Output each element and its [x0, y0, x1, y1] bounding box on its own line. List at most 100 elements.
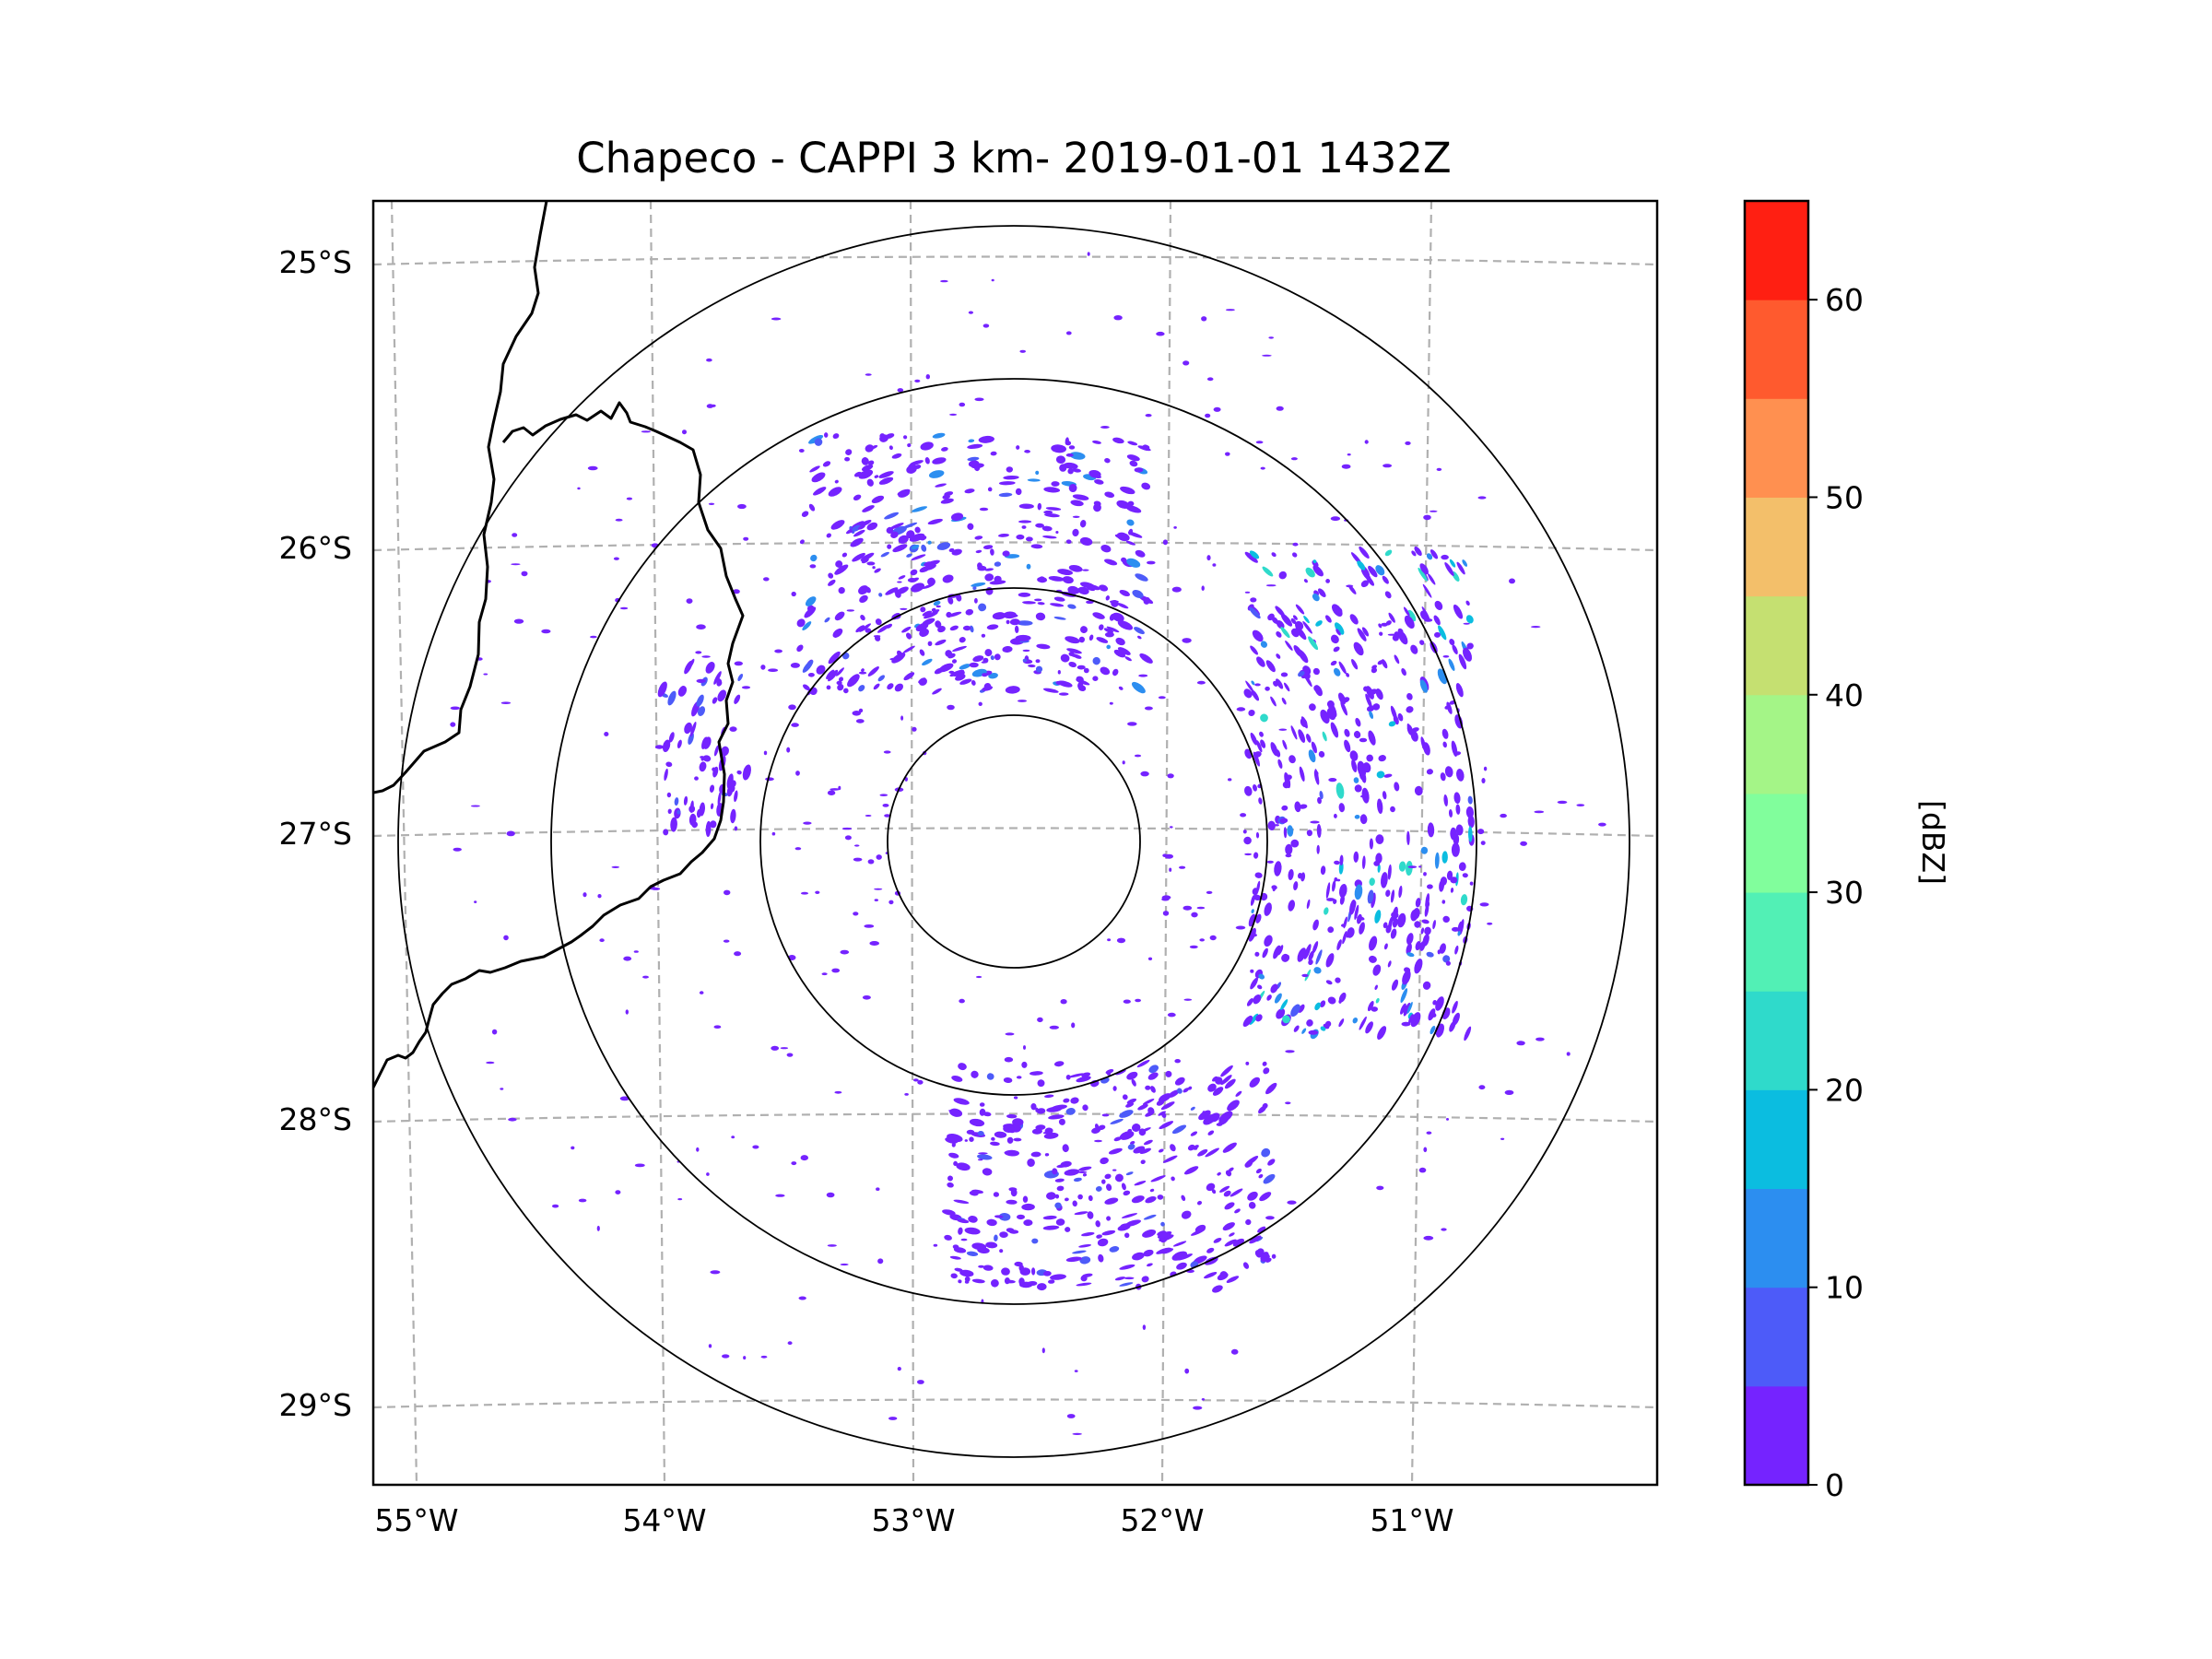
echo-cell: [1068, 445, 1076, 450]
echo-cell: [942, 494, 950, 500]
echo-cell: [944, 1234, 952, 1241]
echo-cell: [912, 506, 928, 512]
echo-cell: [1135, 573, 1148, 582]
echo-cell: [979, 1102, 985, 1107]
echo-cell: [1249, 606, 1261, 619]
echo-cell: [1437, 949, 1441, 955]
echo-cell: [1414, 546, 1422, 557]
echo-cell: [853, 857, 863, 862]
echo-cell: [1267, 1159, 1276, 1166]
echo-cell: [1292, 542, 1299, 547]
echo-cell: [1203, 1113, 1217, 1125]
echo-cell: [1119, 1131, 1135, 1140]
echo-cell: [903, 672, 915, 681]
echo-cell: [677, 739, 682, 748]
echo-cell: [910, 569, 918, 576]
echo-cell: [1301, 1028, 1307, 1034]
echo-cell: [1068, 652, 1075, 656]
echo-cell: [935, 483, 947, 488]
echo-cell: [682, 429, 687, 435]
echo-cell: [1290, 725, 1298, 740]
echo-cell: [1285, 843, 1293, 855]
echo-cell: [1042, 1215, 1057, 1220]
colorbar-swatch-3: [1745, 1089, 1808, 1190]
echo-cell: [827, 790, 836, 795]
echo-cell: [716, 679, 723, 687]
echo-cell: [1079, 1256, 1091, 1265]
echo-cell: [878, 471, 894, 478]
echo-cell: [1332, 880, 1336, 892]
echo-cell: [1087, 1211, 1094, 1219]
echo-cell: [810, 554, 818, 562]
echo-cell: [1285, 1050, 1295, 1053]
echo-cell: [1062, 1144, 1069, 1153]
echo-cell: [1287, 825, 1294, 837]
echo-cell: [860, 614, 865, 621]
echo-cell: [964, 1280, 970, 1284]
echo-cell: [1072, 468, 1081, 473]
echo-cell: [1465, 600, 1470, 606]
echo-cell: [1333, 667, 1341, 677]
echo-cell: [1276, 678, 1284, 689]
echo-cell: [1354, 904, 1359, 921]
echo-cell: [1083, 667, 1089, 674]
echo-cell: [713, 671, 722, 685]
echo-cell: [845, 449, 853, 455]
echo-cell: [1369, 935, 1378, 951]
echo-cell: [927, 518, 943, 525]
echo-cell: [1243, 836, 1252, 845]
echo-cell: [1434, 852, 1440, 869]
echo-cell: [885, 587, 899, 595]
echo-cell: [1357, 628, 1367, 641]
echo-cell: [918, 677, 926, 684]
echo-cell: [861, 457, 869, 465]
echo-cell: [1113, 649, 1126, 658]
echo-cell: [1344, 728, 1350, 737]
meridian-grid: [390, 201, 1433, 1485]
echo-cell: [1425, 900, 1430, 908]
echo-cell: [967, 456, 980, 462]
echo-cell: [886, 623, 893, 629]
echo-cell: [1422, 583, 1432, 598]
echo-cell: [809, 465, 820, 473]
echo-cell: [914, 379, 921, 382]
echo-cell: [1274, 993, 1282, 1004]
echo-cell: [1255, 1014, 1263, 1022]
echo-cell: [1338, 883, 1347, 899]
colorbar-swatch-10: [1745, 398, 1808, 498]
echo-cell: [813, 487, 827, 496]
echo-cell: [1303, 616, 1310, 624]
echo-cell: [1366, 754, 1374, 762]
echo-cell: [1171, 1176, 1175, 1182]
echo-cell: [1030, 1071, 1043, 1076]
echo-cell: [1072, 515, 1080, 518]
echo-cell: [1312, 667, 1320, 676]
echo-cell: [1388, 721, 1396, 727]
echo-cell: [1229, 1232, 1235, 1237]
echo-cell: [858, 671, 867, 675]
echo-cell: [1275, 606, 1285, 617]
echo-cell: [1463, 622, 1470, 625]
echo-cell: [1077, 1171, 1088, 1174]
chart-title: Chapeco - CAPPI 3 km- 2019-01-01 1432Z: [576, 134, 1451, 182]
echo-cell: [866, 522, 878, 531]
echo-cell: [1067, 586, 1080, 594]
echo-cell: [1139, 653, 1153, 664]
echo-cell: [947, 596, 954, 605]
echo-cell: [1251, 909, 1254, 914]
echo-cell: [826, 533, 831, 538]
echo-cell: [835, 560, 843, 568]
echo-cell: [721, 746, 729, 757]
echo-cell: [1248, 913, 1256, 927]
echo-cell: [1312, 559, 1317, 564]
echo-cell: [1092, 612, 1105, 619]
echo-cell: [1147, 560, 1156, 565]
echo-cell: [1330, 660, 1337, 666]
echo-cell: [989, 580, 1006, 585]
echo-cell: [1016, 445, 1020, 450]
echo-cell: [1294, 801, 1301, 813]
echo-cell: [971, 1189, 983, 1194]
echo-cell: [1182, 905, 1193, 911]
echo-cell: [836, 667, 844, 677]
echo-cell: [949, 669, 964, 677]
